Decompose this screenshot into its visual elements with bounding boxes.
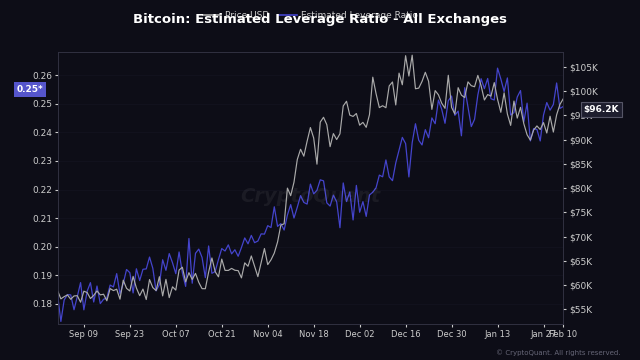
Text: 0.25*: 0.25* [17, 85, 43, 94]
Text: $96.2K: $96.2K [584, 105, 619, 114]
Legend: Price USD, Estimated Leverage Ratio: Price USD, Estimated Leverage Ratio [199, 8, 422, 24]
Text: Bitcoin: Estimated Leverage Ratio - All Exchanges: Bitcoin: Estimated Leverage Ratio - All … [133, 13, 507, 26]
Text: © CryptoQuant. All rights reserved.: © CryptoQuant. All rights reserved. [496, 350, 621, 356]
Text: CryptoQuant: CryptoQuant [240, 187, 381, 206]
